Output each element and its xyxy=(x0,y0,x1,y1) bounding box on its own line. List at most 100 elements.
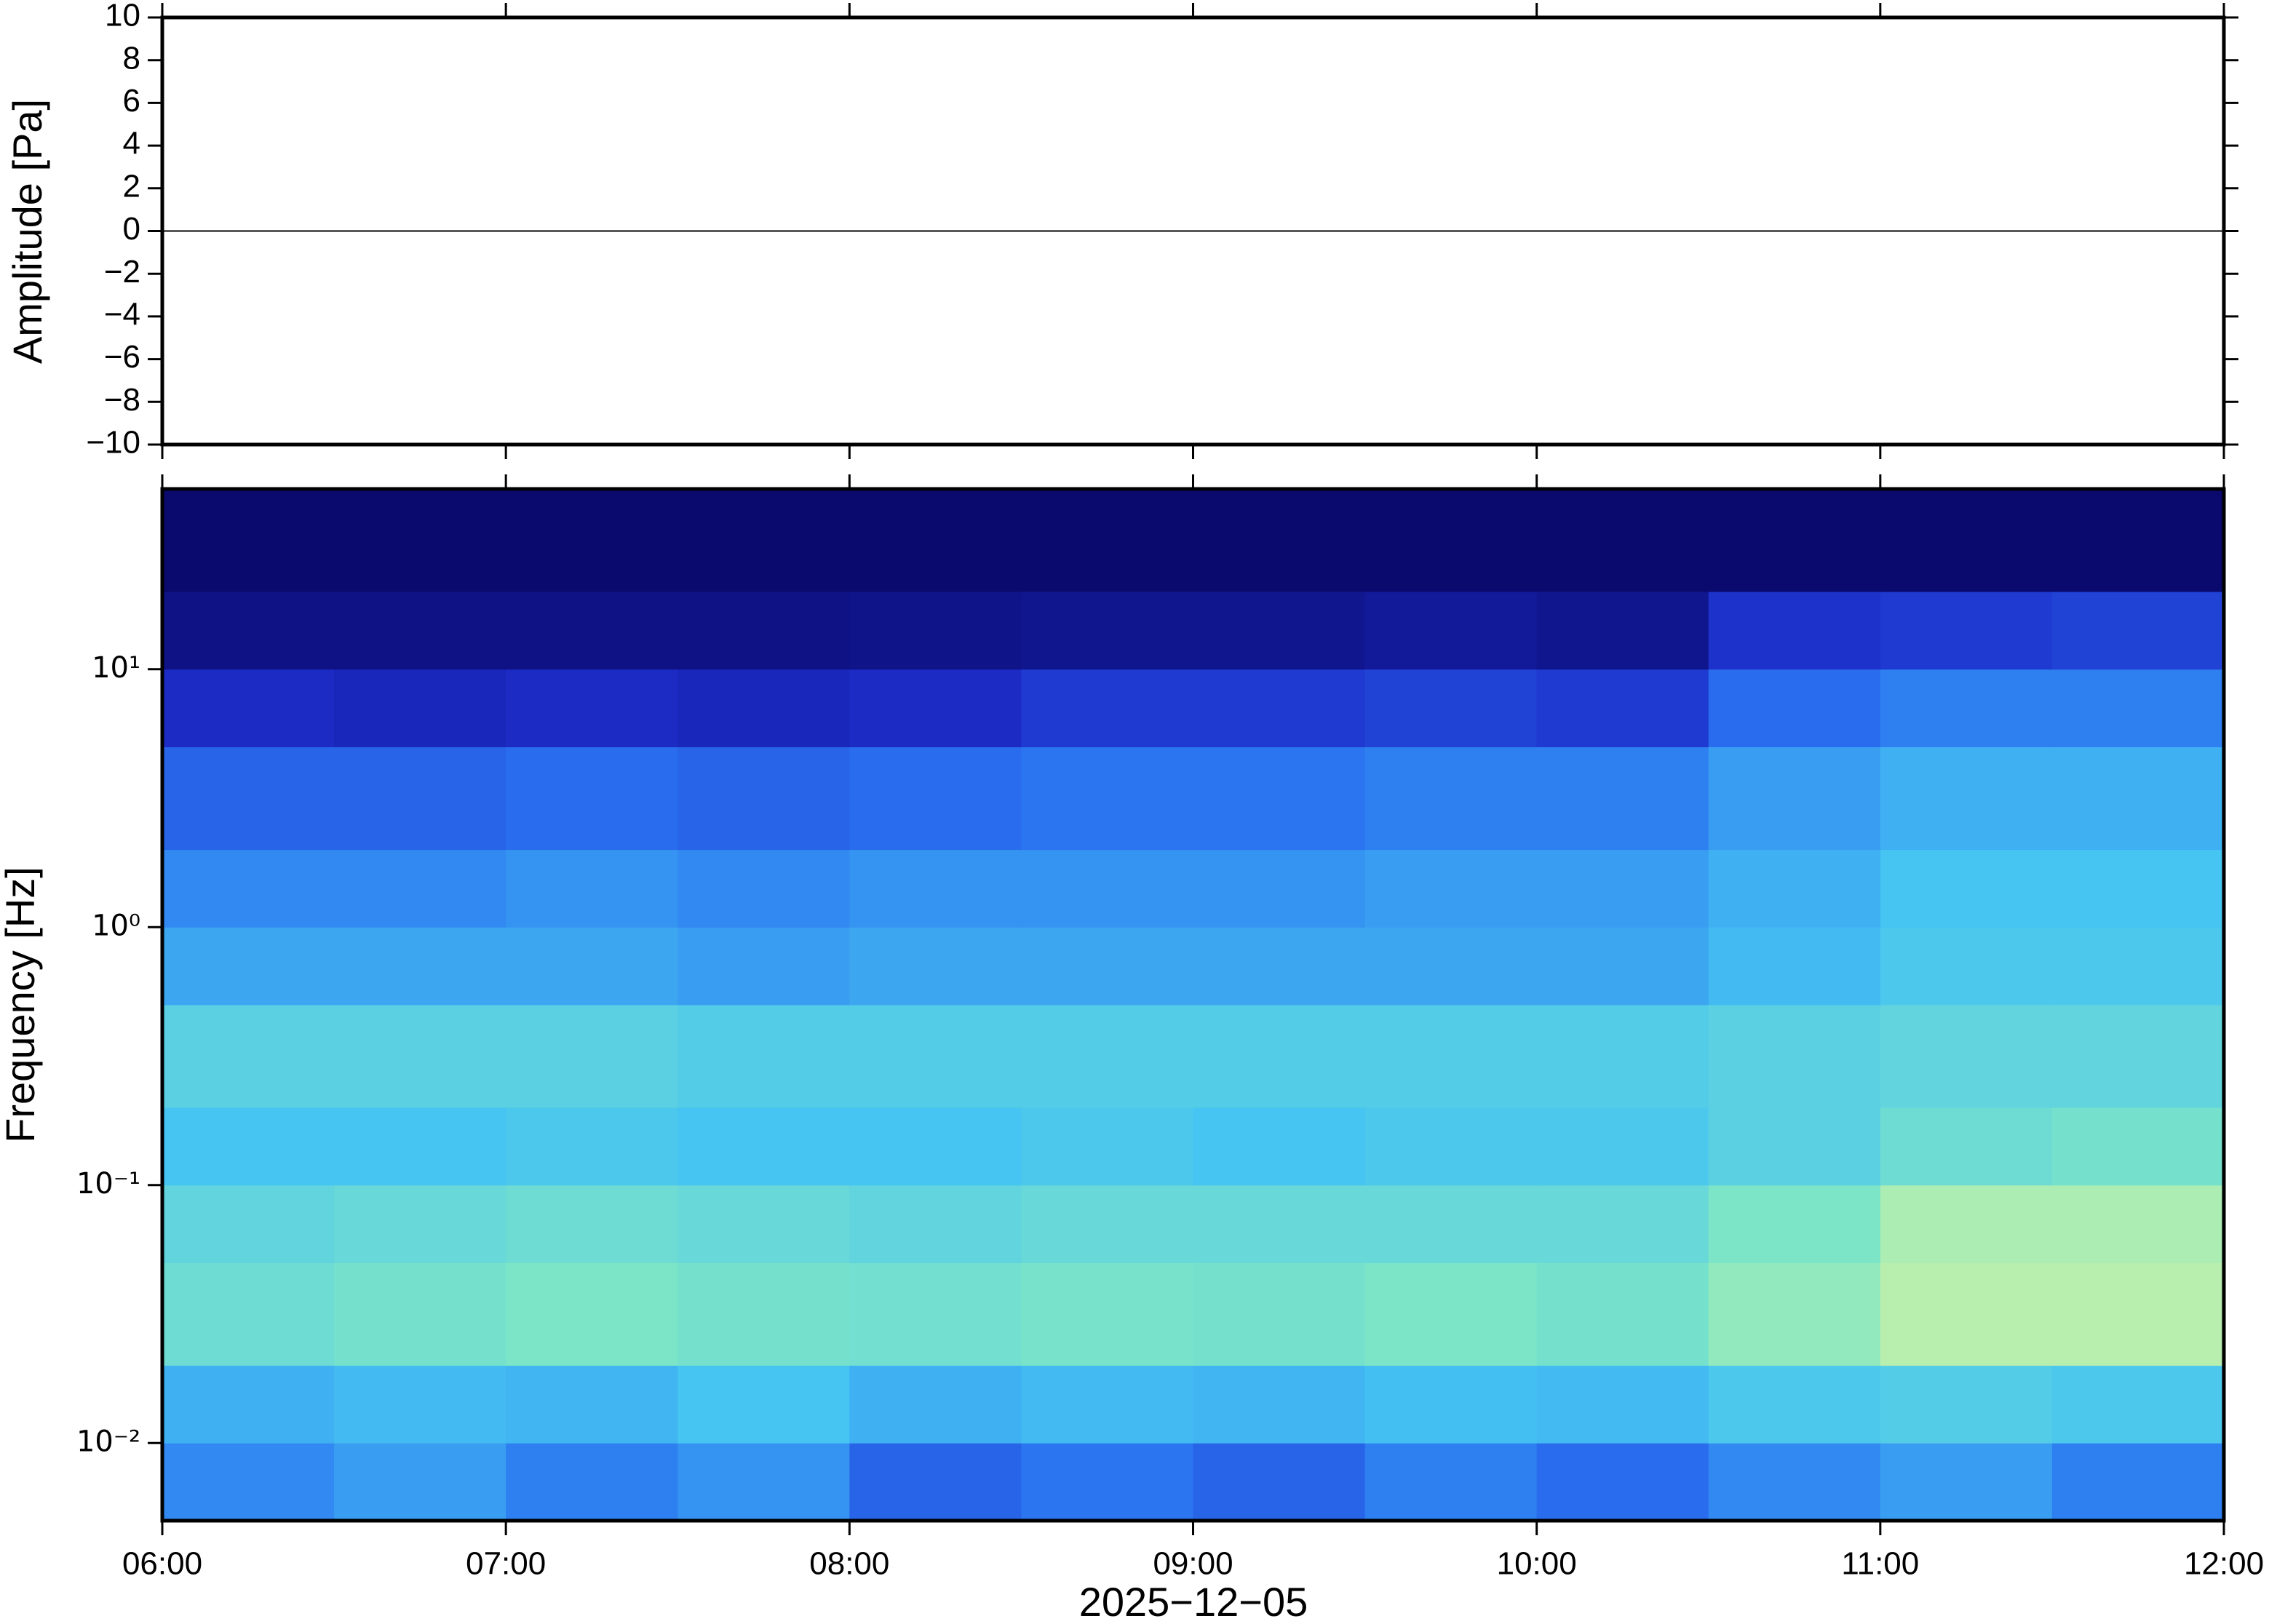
spectrogram-cell xyxy=(2051,849,2225,928)
spectrogram-cell xyxy=(1193,1185,1366,1263)
spectrogram-cell xyxy=(1880,1005,2053,1108)
spectrogram-cell xyxy=(1708,592,1881,670)
spectrogram-cell xyxy=(506,927,678,1006)
spectrogram-cell xyxy=(849,1005,1022,1108)
spectrogram-cell xyxy=(334,592,506,670)
spectrogram-cell xyxy=(849,669,1022,747)
spectrogram-cell xyxy=(2051,1443,2225,1521)
spectrogram-cell xyxy=(506,1107,678,1186)
x-axis-label: 2025−12−05 xyxy=(1079,1579,1308,1624)
spectrogram-cell xyxy=(162,592,335,670)
spectrogram-cell xyxy=(1880,1107,2053,1186)
spectrogram-cell xyxy=(506,1365,678,1444)
spectrogram-cell xyxy=(2051,669,2225,747)
spectrogram-cell xyxy=(1708,1443,1881,1521)
spectrogram-cell xyxy=(1021,1365,1193,1444)
spectrogram-cell xyxy=(1364,747,1538,851)
spectrogram-cell xyxy=(1193,1107,1366,1186)
spectrogram-cell xyxy=(849,1443,1022,1521)
spectrogram-cell xyxy=(1021,1107,1193,1186)
spectrogram-cell xyxy=(1364,1107,1538,1186)
spectrogram-cell xyxy=(334,1365,506,1444)
spectrogram-cell xyxy=(1536,592,1709,670)
spectrogram-cell xyxy=(1364,1262,1538,1366)
spectrogram-cell xyxy=(1708,747,1881,851)
spectrogram-cell xyxy=(1536,489,1709,592)
y-tick-label: 8 xyxy=(123,40,140,76)
y-tick-label: −4 xyxy=(104,297,140,333)
y-tick-label: 10⁰ xyxy=(92,909,140,942)
spectrogram-cell xyxy=(1364,669,1538,747)
y-tick-label: 0 xyxy=(123,211,140,247)
x-tick-label: 09:00 xyxy=(1153,1546,1233,1582)
spectrogram-cell xyxy=(1021,592,1193,670)
spectrogram-cell xyxy=(677,1005,850,1108)
spectrogram-cell xyxy=(506,1262,678,1366)
spectrogram-cell xyxy=(1536,849,1709,928)
spectrogram-cell xyxy=(1193,592,1366,670)
y-tick-label: 10 xyxy=(105,0,140,33)
spectrogram-cell xyxy=(334,1443,506,1521)
spectrogram-cell xyxy=(1708,1365,1881,1444)
spectrogram-cell xyxy=(1708,927,1881,1006)
spectrogram-cell xyxy=(2051,489,2225,592)
spectrogram-cell xyxy=(677,849,850,928)
spectrogram-cell xyxy=(849,1185,1022,1263)
spectrogram-cell xyxy=(506,592,678,670)
spectrogram-cell xyxy=(1536,1365,1709,1444)
spectrogram-cell xyxy=(162,1365,335,1444)
spectrogram-cell xyxy=(677,1262,850,1366)
spectrogram-cell xyxy=(1021,1443,1193,1521)
spectrogram-cell xyxy=(334,669,506,747)
spectrogram-cell xyxy=(2051,1365,2225,1444)
spectrogram-cell xyxy=(1021,489,1193,592)
spectrogram-cell xyxy=(1880,1443,2053,1521)
spectrogram-cell xyxy=(849,1365,1022,1444)
spectrogram-cell xyxy=(677,592,850,670)
y-tick-label: −6 xyxy=(104,339,140,375)
y-tick-label: 10⁻² xyxy=(76,1425,140,1458)
spectrogram-cell xyxy=(1193,1365,1366,1444)
spectrogram-cell xyxy=(162,1262,335,1366)
spectrogram-cell xyxy=(677,1185,850,1263)
spectrogram-cell xyxy=(677,489,850,592)
spectrogram-cell xyxy=(1021,1005,1193,1108)
spectrogram-cell xyxy=(1193,849,1366,928)
spectrogram-cell xyxy=(1880,592,2053,670)
spectrogram-cell xyxy=(2051,592,2225,670)
spectrogram-cell xyxy=(1708,1185,1881,1263)
y-tick-label: 4 xyxy=(123,126,140,162)
spectrogram-cell xyxy=(162,1107,335,1186)
plot-frame xyxy=(160,487,2226,1523)
spectrogram-cell xyxy=(2051,1005,2225,1108)
plot-frame xyxy=(160,15,2226,447)
spectrogram-cell xyxy=(334,1185,506,1263)
spectrogram-cell xyxy=(849,927,1022,1006)
spectrogram-cell xyxy=(1880,1365,2053,1444)
spectrogram-cell xyxy=(162,927,335,1006)
y-tick-label: 6 xyxy=(123,83,140,119)
spectrogram-cell xyxy=(2051,1107,2225,1186)
spectrogram-cell xyxy=(1536,1262,1709,1366)
spectrogram-cell xyxy=(1193,927,1366,1006)
spectrogram-cell xyxy=(1021,927,1193,1006)
y-tick-label: 10¹ xyxy=(92,651,140,685)
spectrogram-cell xyxy=(162,1005,335,1108)
spectrogram-cell xyxy=(162,849,335,928)
y-tick-label: −2 xyxy=(104,254,140,290)
spectrogram-cell xyxy=(2051,1262,2225,1366)
spectrogram-cell xyxy=(1708,849,1881,928)
spectrogram-cell xyxy=(334,489,506,592)
spectrogram-cell xyxy=(1021,1185,1193,1263)
spectrogram-cell xyxy=(506,1005,678,1108)
spectrogram-cell xyxy=(1880,1262,2053,1366)
spectrogram-cell xyxy=(1364,1185,1538,1263)
spectrogram-cell xyxy=(1364,1365,1538,1444)
spectrogram-cell xyxy=(677,927,850,1006)
spectrogram-cell xyxy=(1364,489,1538,592)
spectrogram-cell xyxy=(334,1262,506,1366)
y-axis-label: Amplitude [Pa] xyxy=(4,99,50,364)
spectrogram-cell xyxy=(1536,1107,1709,1186)
spectrogram-cell xyxy=(849,1262,1022,1366)
spectrogram-cell xyxy=(334,1005,506,1108)
